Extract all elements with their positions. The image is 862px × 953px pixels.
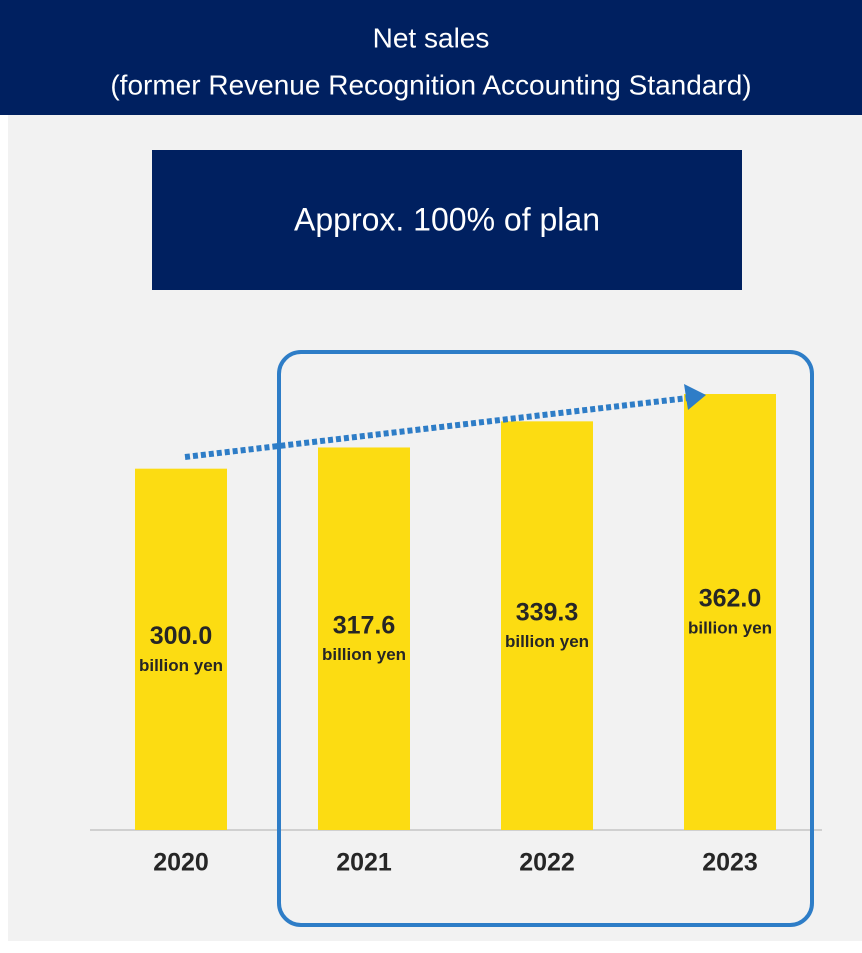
arrow-head [684, 384, 706, 410]
bar [684, 394, 776, 830]
highlight-box [277, 350, 814, 927]
annotation: Approx. 100% of plan [294, 201, 600, 237]
x-tick-label: 2021 [336, 849, 392, 877]
chart-title: (former Revenue Recognition Accounting S… [110, 69, 751, 100]
bar [501, 421, 593, 830]
x-tick-label: 2020 [153, 849, 209, 877]
x-tick-label: 2022 [519, 849, 575, 877]
x-tick-label: 2023 [702, 849, 758, 877]
value-label: 317.6 [333, 611, 396, 639]
chart-title: Net sales [373, 22, 490, 53]
unit-label: billion yen [322, 645, 406, 664]
bar [135, 468, 227, 830]
unit-label: billion yen [505, 632, 589, 651]
trend-arrow [184, 395, 689, 460]
bar [318, 447, 410, 830]
unit-label: billion yen [139, 656, 223, 675]
value-label: 339.3 [516, 598, 579, 626]
annotation-box [152, 150, 742, 290]
value-label: 300.0 [150, 622, 213, 650]
unit-label: billion yen [688, 618, 772, 637]
bars: 300.0 billion yen 2020 317.6 billion yen 2021… [135, 394, 776, 877]
value-label: 362.0 [699, 585, 762, 613]
header [0, 0, 862, 115]
